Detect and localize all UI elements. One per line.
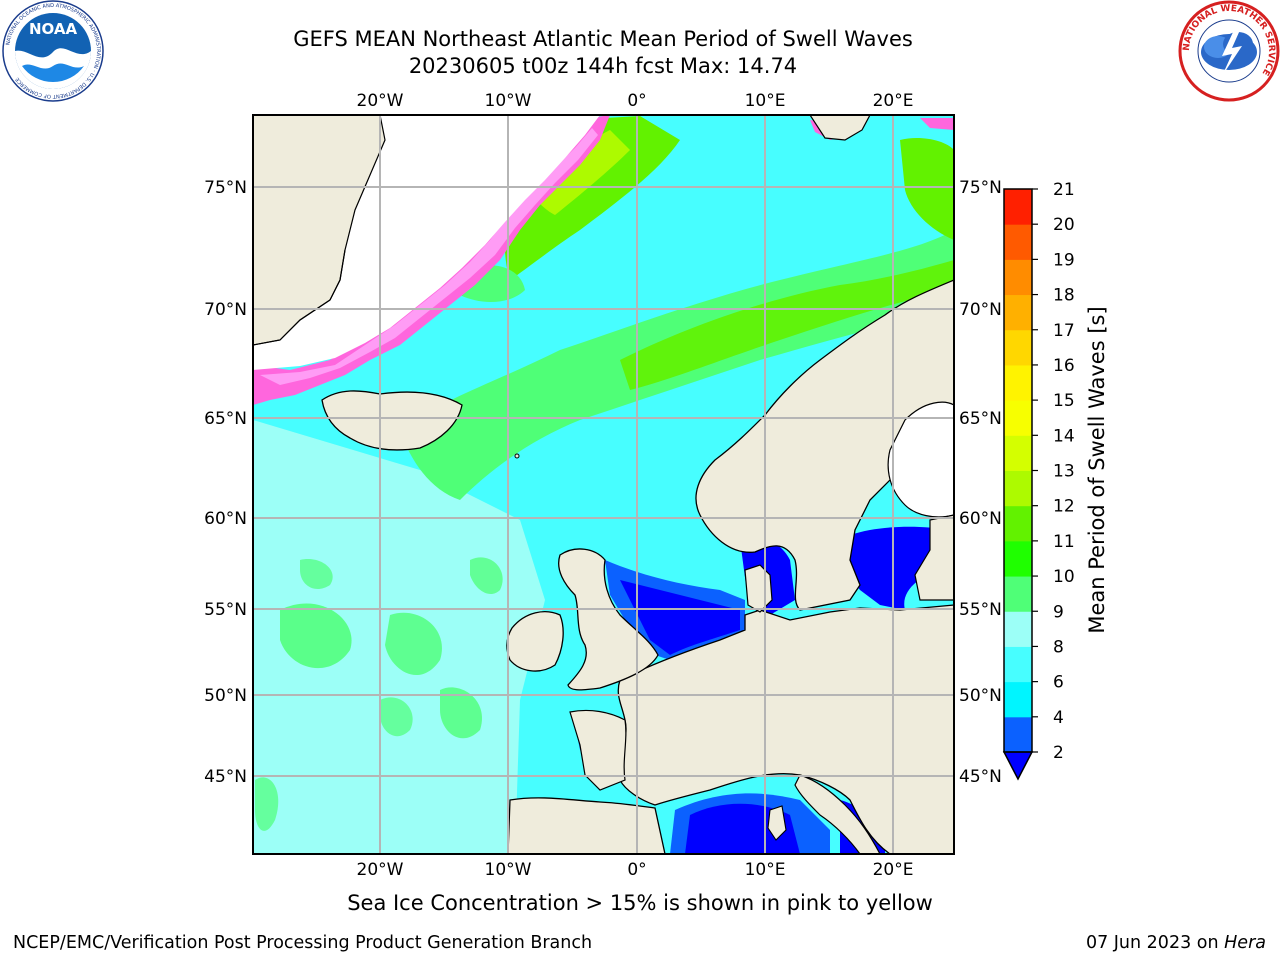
lat-label-left: 45°N: [204, 767, 247, 787]
lon-label-bottom: 20°E: [873, 860, 914, 880]
lat-label-left: 55°N: [204, 600, 247, 620]
lat-label-right: 75°N: [959, 178, 1002, 198]
graticule: [253, 115, 954, 854]
lat-label-right: 65°N: [959, 409, 1002, 429]
lat-label-left: 70°N: [204, 300, 247, 320]
colorbar-segment: [1004, 470, 1032, 507]
colorbar-tick-label: 16: [1053, 356, 1075, 376]
lon-label-bottom: 0°: [627, 860, 646, 880]
chart-title: GEFS MEAN Northeast Atlantic Mean Period…: [293, 27, 913, 51]
chart-subtitle: 20230605 t00z 144h fcst Max: 14.74: [408, 54, 798, 78]
lat-label-left: 50°N: [204, 686, 247, 706]
lon-label-top: 10°W: [485, 91, 532, 111]
map-frame: [252, 114, 955, 855]
colorbar-tick-label: 17: [1053, 321, 1075, 341]
colorbar-segment: [1004, 505, 1032, 542]
lon-label-top: 20°E: [873, 91, 914, 111]
lon-label-top: 10°E: [745, 91, 786, 111]
colorbar-tick-label: 10: [1053, 567, 1075, 587]
colorbar-segment: [1004, 576, 1032, 612]
lon-label-bottom: 20°W: [357, 860, 404, 880]
sea-ice-caption: Sea Ice Concentration > 15% is shown in …: [347, 891, 933, 915]
colorbar-segment: [1004, 540, 1032, 577]
colorbar-segment: [1004, 294, 1032, 331]
lat-label-right: 50°N: [959, 686, 1002, 706]
colorbar-tick-label: 4: [1053, 708, 1064, 728]
colorbar-tick-label: 20: [1053, 215, 1075, 235]
footer-credit: NCEP/EMC/Verification Post Processing Pr…: [13, 933, 593, 953]
colorbar-tick-label: 14: [1053, 426, 1075, 446]
colorbar-tick-label: 13: [1053, 462, 1075, 482]
lat-label-left: 75°N: [204, 178, 247, 198]
lon-label-bottom: 10°W: [485, 860, 532, 880]
colorbar-segment: [1004, 189, 1032, 225]
colorbar-segment: [1004, 435, 1032, 471]
lon-label-bottom: 10°E: [745, 860, 786, 880]
svg-text:NOAA: NOAA: [29, 20, 78, 38]
colorbar-extend-arrow: [1002, 751, 1034, 781]
colorbar-tick-label: 8: [1053, 637, 1064, 657]
lat-label-left: 65°N: [204, 409, 247, 429]
colorbar-tick-label: 19: [1053, 250, 1075, 270]
lat-label-right: 60°N: [959, 509, 1002, 529]
lat-label-right: 70°N: [959, 300, 1002, 320]
colorbar-tick-label: 18: [1053, 286, 1075, 306]
colorbar-segment: [1004, 224, 1032, 260]
colorbar-segment: [1004, 329, 1032, 366]
colorbar-tick-label: 6: [1053, 673, 1064, 693]
colorbar: 2 4 6 8 9 10 11 12 13 14 15 16 17 18 19 20 21: [1002, 180, 1075, 781]
lat-label-right: 55°N: [959, 600, 1002, 620]
colorbar-tick-label: 15: [1053, 391, 1075, 411]
footer-date: 07 Jun 2023 on Hera: [1085, 933, 1266, 953]
lon-label-top: 0°: [627, 91, 646, 111]
lat-label-right: 45°N: [959, 767, 1002, 787]
nws-logo: NATIONAL WEATHER SERVICE: [1178, 0, 1280, 102]
colorbar-tick-label: 11: [1053, 532, 1075, 552]
colorbar-segment: [1004, 716, 1032, 753]
colorbar-tick-label: 21: [1053, 180, 1075, 200]
colorbar-segment: [1004, 611, 1032, 647]
lat-label-left: 60°N: [204, 509, 247, 529]
colorbar-segment: [1004, 646, 1032, 683]
colorbar-tick-label: 12: [1053, 497, 1075, 517]
colorbar-segment: [1004, 400, 1032, 436]
colorbar-tick-label: 9: [1053, 602, 1064, 622]
colorbar-tick-label: 2: [1053, 743, 1064, 763]
colorbar-segment: [1004, 681, 1032, 718]
colorbar-segment: [1004, 364, 1032, 401]
noaa-logo: NOAA NATIONAL OCEANIC AND ATMOSPHERIC AD…: [2, 0, 104, 102]
lon-label-top: 20°W: [357, 91, 404, 111]
colorbar-segment: [1004, 259, 1032, 296]
